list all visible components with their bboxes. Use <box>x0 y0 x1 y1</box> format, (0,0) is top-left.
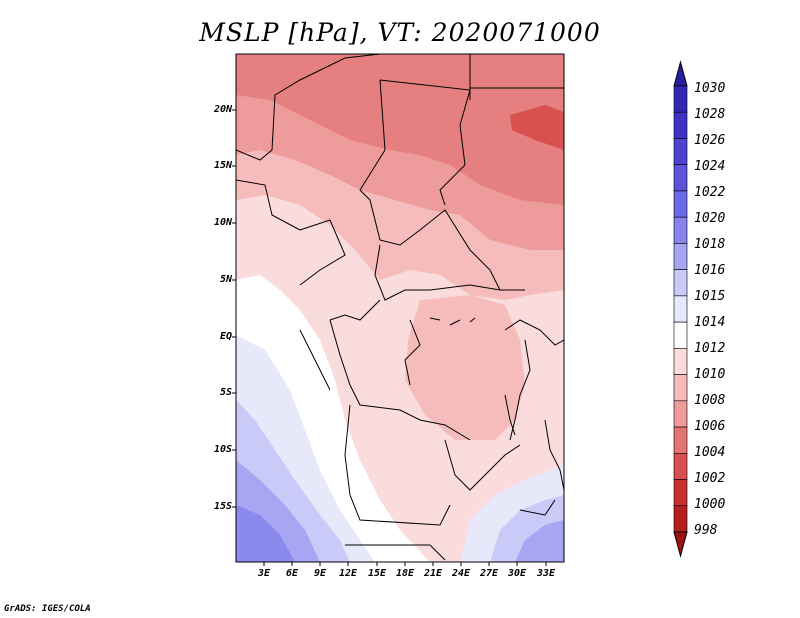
colorbar-segment <box>673 111 688 139</box>
lat-label: 10N <box>213 217 232 228</box>
border-line <box>359 79 386 241</box>
lat-label: EQ <box>219 331 232 342</box>
credit-text: GrADS: IGES/COLA <box>4 604 91 614</box>
colorbar-label: 1015 <box>694 289 726 304</box>
colorbar-label: 1024 <box>694 159 726 174</box>
colorbar-segment <box>673 85 688 113</box>
map-title: MSLP [hPa], VT: 2020071000 <box>199 18 601 47</box>
colorbar <box>673 60 688 558</box>
colorbar-label: 998 <box>694 523 718 538</box>
border-line <box>299 219 346 286</box>
colorbar-segment <box>673 348 688 375</box>
border-line <box>504 319 564 346</box>
boundaries <box>236 54 564 561</box>
border-line <box>236 54 381 161</box>
lake-outline <box>429 317 476 326</box>
border-line <box>345 544 446 561</box>
border-line <box>444 439 521 491</box>
lon-label: 6E <box>285 568 299 579</box>
lon-label: 9E <box>313 568 327 579</box>
border-line <box>469 54 564 100</box>
lat-label: 15N <box>213 160 232 171</box>
colorbar-segment <box>673 479 688 507</box>
colorbar-segment <box>673 374 688 402</box>
lon-label: 21E <box>423 568 443 579</box>
border-line <box>329 319 471 441</box>
colorbar-label: 1016 <box>694 263 726 278</box>
colorbar-segment <box>673 452 688 480</box>
lon-label: 3E <box>257 568 271 579</box>
colorbar-label: 1014 <box>694 315 726 330</box>
colorbar-label: 1012 <box>694 341 726 356</box>
colorbar-label: 1004 <box>694 445 726 460</box>
colorbar-segment <box>673 269 688 297</box>
lat-label: 5S <box>219 387 232 398</box>
colorbar-label: 1020 <box>694 211 726 226</box>
border-line <box>379 209 501 291</box>
colorbar-label: 1022 <box>694 185 726 200</box>
border-line <box>519 499 556 516</box>
border-line <box>329 299 381 321</box>
lon-label: 24E <box>451 568 471 579</box>
colorbar-label: 1006 <box>694 419 726 434</box>
colorbar-segment <box>673 243 688 270</box>
field-1020 <box>236 505 295 562</box>
colorbar-segment <box>673 426 688 454</box>
border-line <box>544 419 564 491</box>
lon-label: 30E <box>507 568 527 579</box>
colorbar-label: 1002 <box>694 471 726 486</box>
map-frame <box>235 53 565 563</box>
border-line <box>236 179 301 231</box>
colorbar-label: 1030 <box>694 81 726 96</box>
colorbar-cap-bottom <box>673 531 688 558</box>
lat-label: 15S <box>213 501 232 512</box>
field-1004 <box>510 105 564 150</box>
border-line <box>509 339 531 441</box>
colorbar-segment <box>673 216 688 244</box>
lon-label: 18E <box>395 568 415 579</box>
colorbar-label: 1026 <box>694 133 726 148</box>
border-line <box>344 404 451 526</box>
lake-outline <box>504 394 516 436</box>
field-1018-se <box>515 520 564 562</box>
border-line <box>379 79 471 206</box>
mslp-field <box>236 54 564 562</box>
lon-label: 33E <box>536 568 556 579</box>
border-line <box>374 244 525 301</box>
field-1006 <box>236 54 564 205</box>
lat-label: 5N <box>219 274 232 285</box>
colorbar-segment <box>673 138 688 166</box>
lat-label: 10S <box>213 444 232 455</box>
colorbar-segment <box>673 505 688 533</box>
colorbar-label: 1008 <box>694 393 726 408</box>
colorbar-label: 1010 <box>694 367 726 382</box>
coastline <box>299 329 331 391</box>
colorbar-label: 1028 <box>694 107 726 122</box>
lon-label: 12E <box>338 568 358 579</box>
colorbar-segment <box>673 321 688 349</box>
colorbar-segment <box>673 400 688 428</box>
colorbar-segment <box>673 295 688 323</box>
axis-ticks <box>232 109 547 566</box>
colorbar-segment <box>673 164 688 192</box>
field-1010-basin <box>405 295 525 440</box>
colorbar-label: 1018 <box>694 237 726 252</box>
colorbar-label: 1000 <box>694 497 726 512</box>
lat-label: 20N <box>213 104 232 115</box>
lon-label: 15E <box>367 568 387 579</box>
lon-label: 27E <box>479 568 499 579</box>
border-line <box>404 319 421 386</box>
colorbar-cap-top <box>673 60 688 87</box>
colorbar-segment <box>673 190 688 218</box>
